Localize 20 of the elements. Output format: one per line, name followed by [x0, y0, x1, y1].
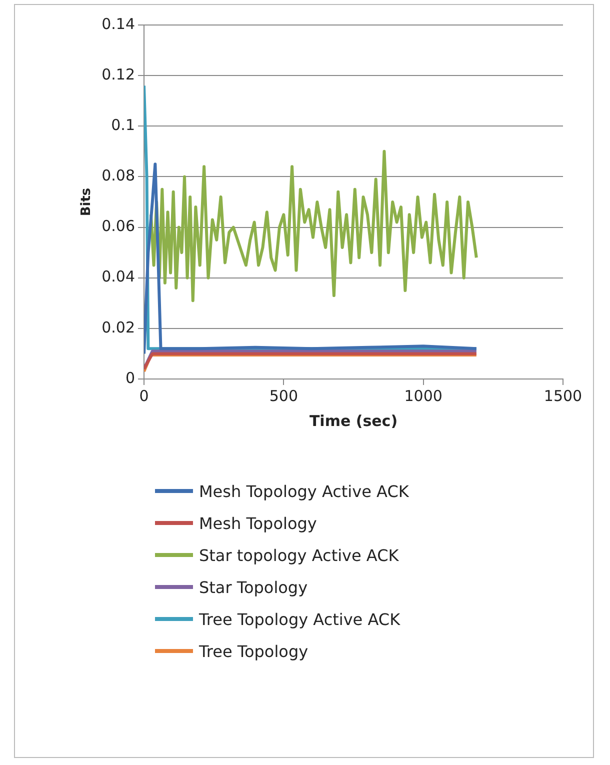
- x-axis-title: Time (sec): [309, 412, 398, 430]
- y-tick-label: 0.14: [102, 14, 135, 33]
- y-axis-title: Bits: [79, 188, 94, 216]
- legend-label: Star Topology: [199, 578, 308, 596]
- legend-label: Star topology Active ACK: [199, 546, 399, 564]
- legend-label: Mesh Topology Active ACK: [199, 482, 409, 500]
- x-tick-label: 0: [139, 386, 149, 405]
- y-tick-label: 0.12: [102, 65, 135, 84]
- x-tick-label: 500: [269, 386, 298, 405]
- y-tick-label: 0.04: [102, 268, 135, 286]
- x-tick-label: 1000: [404, 386, 442, 405]
- y-tick-label: 0.1: [111, 116, 135, 134]
- legend-label: Mesh Topology: [199, 514, 317, 532]
- y-tick-label: 0.06: [102, 217, 135, 236]
- y-tick-label: 0: [125, 368, 135, 387]
- y-tick-label: 0.08: [102, 166, 135, 185]
- y-tick-label: 0.02: [102, 318, 135, 336]
- legend-label: Tree Topology: [199, 642, 308, 660]
- legend-label: Tree Topology Active ACK: [199, 610, 400, 628]
- x-tick-label: 1500: [544, 386, 582, 405]
